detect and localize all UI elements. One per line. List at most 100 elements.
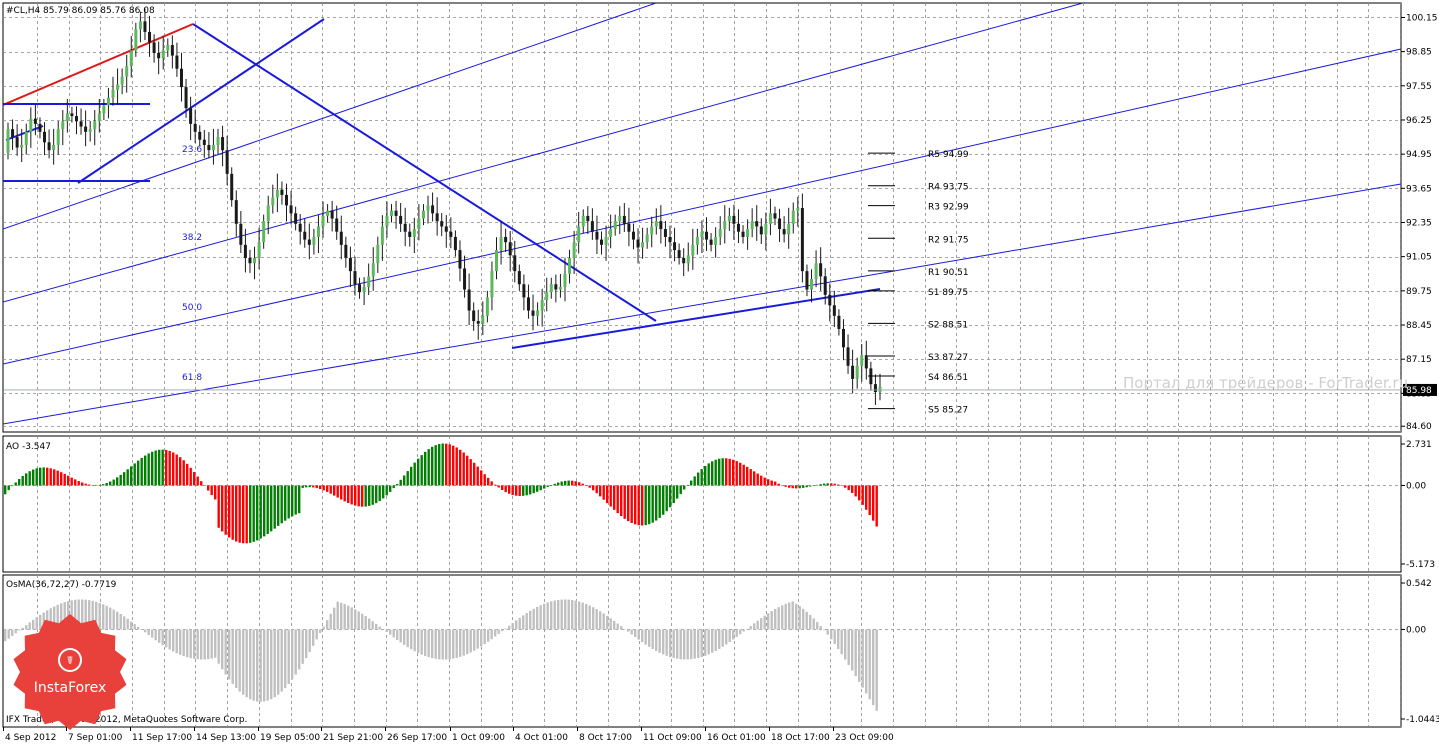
osma-bar [476, 629, 479, 649]
ao-bar [760, 475, 763, 486]
ao-bar [452, 445, 455, 486]
x-tick-label: 11 Sep 17:00 [132, 733, 192, 743]
osma-bar [578, 601, 581, 630]
osma-bar [557, 599, 560, 630]
ao-bar [630, 485, 633, 524]
ao-bar [525, 485, 528, 496]
ao-bar [14, 482, 17, 486]
candle-up [691, 244, 695, 256]
candle-down [330, 210, 334, 219]
ao-bar [294, 485, 297, 515]
osma-bar [322, 626, 325, 630]
osma-bar [224, 629, 227, 675]
osma-bar [875, 629, 878, 711]
ao-bar [427, 449, 430, 486]
osma-bar [539, 605, 542, 630]
ao-bar [378, 485, 381, 502]
osma-bar [494, 629, 497, 637]
ao-bar [270, 485, 273, 532]
candle-down [453, 236, 457, 251]
candle-down [522, 284, 526, 298]
osma-bar [109, 607, 112, 630]
osma-bar [508, 625, 511, 630]
ao-bar [613, 485, 616, 510]
candle-down [513, 255, 517, 272]
candle-up [714, 236, 718, 245]
ao-bar [235, 485, 238, 542]
ao-bar [249, 485, 252, 543]
ao-bar [658, 485, 661, 518]
candle-up [116, 84, 120, 90]
candle-up [412, 229, 416, 237]
osma-bar [833, 629, 836, 645]
candle-down [823, 276, 827, 295]
ao-bar [151, 451, 154, 486]
x-tick-label: 8 Oct 17:00 [579, 733, 632, 743]
ao-bar [578, 482, 581, 486]
osma-bar [543, 603, 546, 630]
candle-down [47, 142, 51, 151]
osma-bar [326, 620, 329, 630]
osma-y-label: -1.0443 [1406, 715, 1439, 725]
ao-bar [602, 485, 605, 500]
osma-bar [35, 617, 38, 630]
candle-up [650, 226, 654, 235]
candle-down [179, 68, 183, 88]
ao-bar [466, 455, 469, 486]
ao-bar [298, 485, 301, 514]
osma-bar [144, 629, 147, 633]
candle-up [746, 229, 750, 237]
candle-up [385, 215, 389, 227]
candle-up [750, 221, 754, 230]
osma-bar [742, 629, 745, 632]
osma-bar [368, 618, 371, 630]
y-tick-label: 98.85 [1406, 48, 1432, 58]
candle-up [161, 50, 165, 59]
osma-bar [347, 605, 350, 630]
candle-down [225, 150, 229, 174]
osma-bar [291, 629, 294, 680]
osma-bar [235, 629, 238, 688]
candle-up [568, 257, 572, 274]
ao-bar [508, 485, 511, 494]
osma-bar [658, 629, 661, 653]
osma-bar [634, 629, 637, 638]
osma-bar [413, 629, 416, 652]
ao-bar [571, 480, 574, 486]
ao-bar [354, 485, 357, 506]
ao-bar [742, 464, 745, 486]
ao-bar [854, 485, 857, 497]
ao-bar [228, 485, 231, 538]
candle-down [348, 257, 352, 272]
osma-bar [378, 626, 381, 630]
x-tick-label: 26 Sep 17:00 [387, 733, 447, 743]
candle-down [294, 213, 298, 224]
osma-bar [480, 629, 483, 647]
ao-bar [403, 475, 406, 486]
fib-label: 61.8 [182, 373, 202, 383]
osma-bar [777, 607, 780, 630]
ao-bar [851, 485, 854, 493]
ao-bar [588, 485, 591, 488]
osma-bar [711, 629, 714, 653]
candle-up [262, 221, 266, 243]
candle-up [111, 89, 115, 98]
ao-bar [182, 460, 185, 486]
ao-bar [756, 473, 759, 486]
ao-bar [798, 485, 801, 489]
ao-bar [543, 485, 546, 489]
osma-bar [588, 605, 591, 630]
ao-bar [557, 482, 560, 486]
osma-bar [546, 602, 549, 630]
candle-up [572, 242, 576, 258]
candle-up [271, 197, 275, 206]
osma-bar [595, 609, 598, 630]
x-tick-label: 4 Oct 01:00 [515, 733, 568, 743]
candle-up [641, 242, 645, 248]
x-tick-label: 18 Oct 17:00 [771, 733, 830, 743]
y-tick-label: 88.45 [1406, 321, 1432, 331]
osma-bar [805, 611, 808, 630]
ao-bar [858, 485, 861, 501]
candle-up [426, 205, 430, 211]
candle-up [686, 255, 690, 264]
